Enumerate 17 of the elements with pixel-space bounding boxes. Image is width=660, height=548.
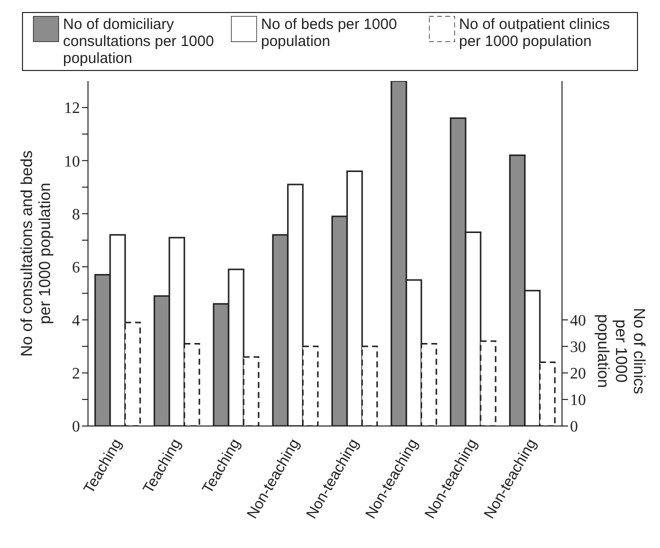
y-tick-label: 8 bbox=[72, 206, 80, 224]
y-tick-label: 6 bbox=[72, 259, 80, 276]
y2-tick-label: 0 bbox=[570, 418, 578, 436]
y2-tick-label: 20 bbox=[570, 366, 586, 383]
y-tick-label: 2 bbox=[72, 366, 80, 383]
legend-label: No of beds per 1000 population bbox=[261, 16, 398, 50]
legend-label: No of outpatient clinics per 1000 population bbox=[459, 16, 611, 50]
y2-axis-title: No of clinics per 1000 population bbox=[594, 308, 647, 394]
y-tick-label: 4 bbox=[72, 312, 80, 330]
y2-tick-label: 30 bbox=[570, 339, 586, 356]
y-axis-title: No of consultations and beds per 1000 population bbox=[19, 150, 54, 357]
y2-tick-label: 10 bbox=[570, 392, 586, 410]
y-tick-label: 12 bbox=[64, 100, 80, 118]
y-tick-label: 10 bbox=[64, 153, 80, 170]
y2-tick-label: 40 bbox=[570, 312, 586, 330]
legend-label: No of domiciliary consultations per 1000 population bbox=[63, 16, 215, 67]
y-tick-label: 0 bbox=[72, 418, 80, 436]
